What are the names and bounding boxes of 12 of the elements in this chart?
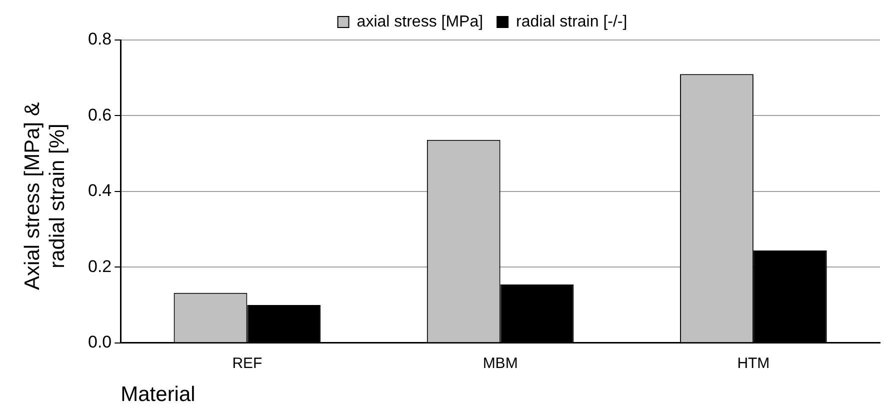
y-tick-label: 0.0 [88,332,112,352]
x-tick-label: HTM [737,354,770,372]
legend-label: radial strain [-/-] [516,13,628,30]
y-tick-label: 0.2 [88,256,112,276]
x-tick-label: REF [232,354,262,372]
y-tick-label: 0.4 [88,181,112,200]
y-tick-label: 0.6 [88,105,112,124]
y-tick-label: 0.8 [88,30,112,49]
x-tick-label: MBM [482,354,518,372]
y-axis-title: Axial stress [MPa] & radial strain [%] [20,101,70,292]
legend-label: axial stress [MPa] [356,13,484,30]
x-axis-title: Material [120,383,196,406]
